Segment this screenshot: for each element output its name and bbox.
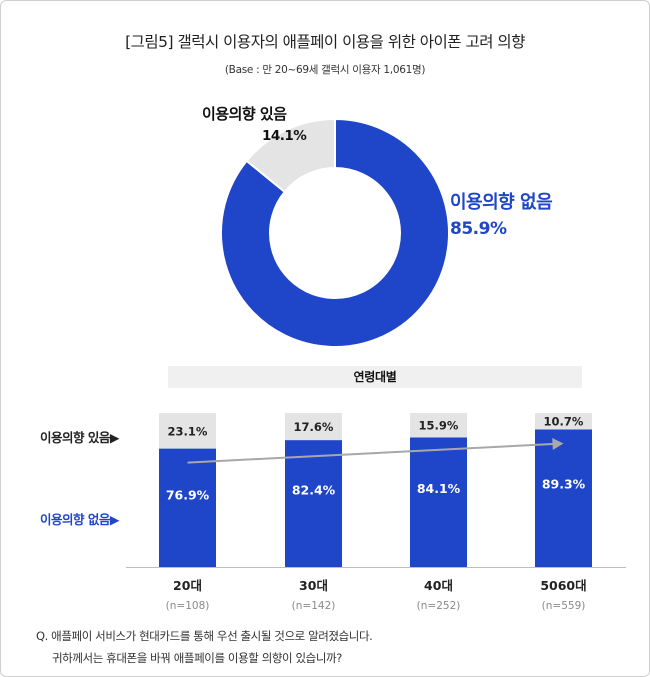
bar-yes-3 [410,413,467,438]
bar-no-label-1: 76.9% [166,487,210,502]
bar-no-1 [159,448,216,567]
category-label-4: 5060대 [540,578,586,593]
sample-size-label-4: (n=559) [542,600,586,612]
bar-no-label-4: 89.3% [542,477,586,492]
bar-yes-4 [535,413,592,430]
trend-arrow-line [187,443,553,464]
question-line-2: 귀하께서는 휴대폰을 바꿔 애플페이를 이용할 의향이 있습니까? [52,651,342,665]
bar-no-label-2: 82.4% [292,483,336,498]
bar-no-label-3: 84.1% [417,481,461,496]
age-group-band-label: 연령대별 [353,370,397,384]
chart-subtitle: (Base : 만 20~69세 갤럭시 이용자 1,061명) [224,64,426,76]
bar-no-3 [410,437,467,567]
bar-no-4 [535,429,592,567]
donut-slice-no [220,117,450,348]
bar-yes-label-4: 10.7% [544,415,584,429]
age-group-band: 연령대별 [168,366,582,388]
category-label-3: 40대 [424,578,453,593]
bar-no-2 [285,440,342,567]
sample-size-label-2: (n=142) [292,600,336,612]
donut-label-no: 이용의향 없음 [450,192,553,213]
sample-size-label-3: (n=252) [417,600,461,612]
donut-slice-yes [245,117,336,194]
legend-yes: 이용의향 있음▶ [40,430,119,445]
bar-yes-2 [285,413,342,441]
donut-label-yes: 이용의향 있음 [202,105,287,123]
trend-arrow-head [552,438,564,451]
bar-yes-label-1: 23.1% [168,424,208,438]
question-line-1: Q. 애플페이 서비스가 현대카드를 통해 우선 출시될 것으로 알려졌습니다. [36,629,373,643]
bar-yes-label-2: 17.6% [294,420,334,434]
donut-value-yes: 14.1% [262,128,307,144]
category-label-2: 30대 [299,578,328,593]
chart-title: [그림5] 갤럭시 이용자의 애플페이 이용을 위한 아이폰 고려 의향 [125,33,525,51]
legend-no: 이용의향 없음▶ [40,512,119,527]
sample-size-label-1: (n=108) [166,600,210,612]
category-label-1: 20대 [173,578,202,593]
donut-value-no: 85.9% [450,219,507,239]
bar-yes-1 [159,413,216,449]
bar-yes-label-3: 15.9% [419,419,459,433]
